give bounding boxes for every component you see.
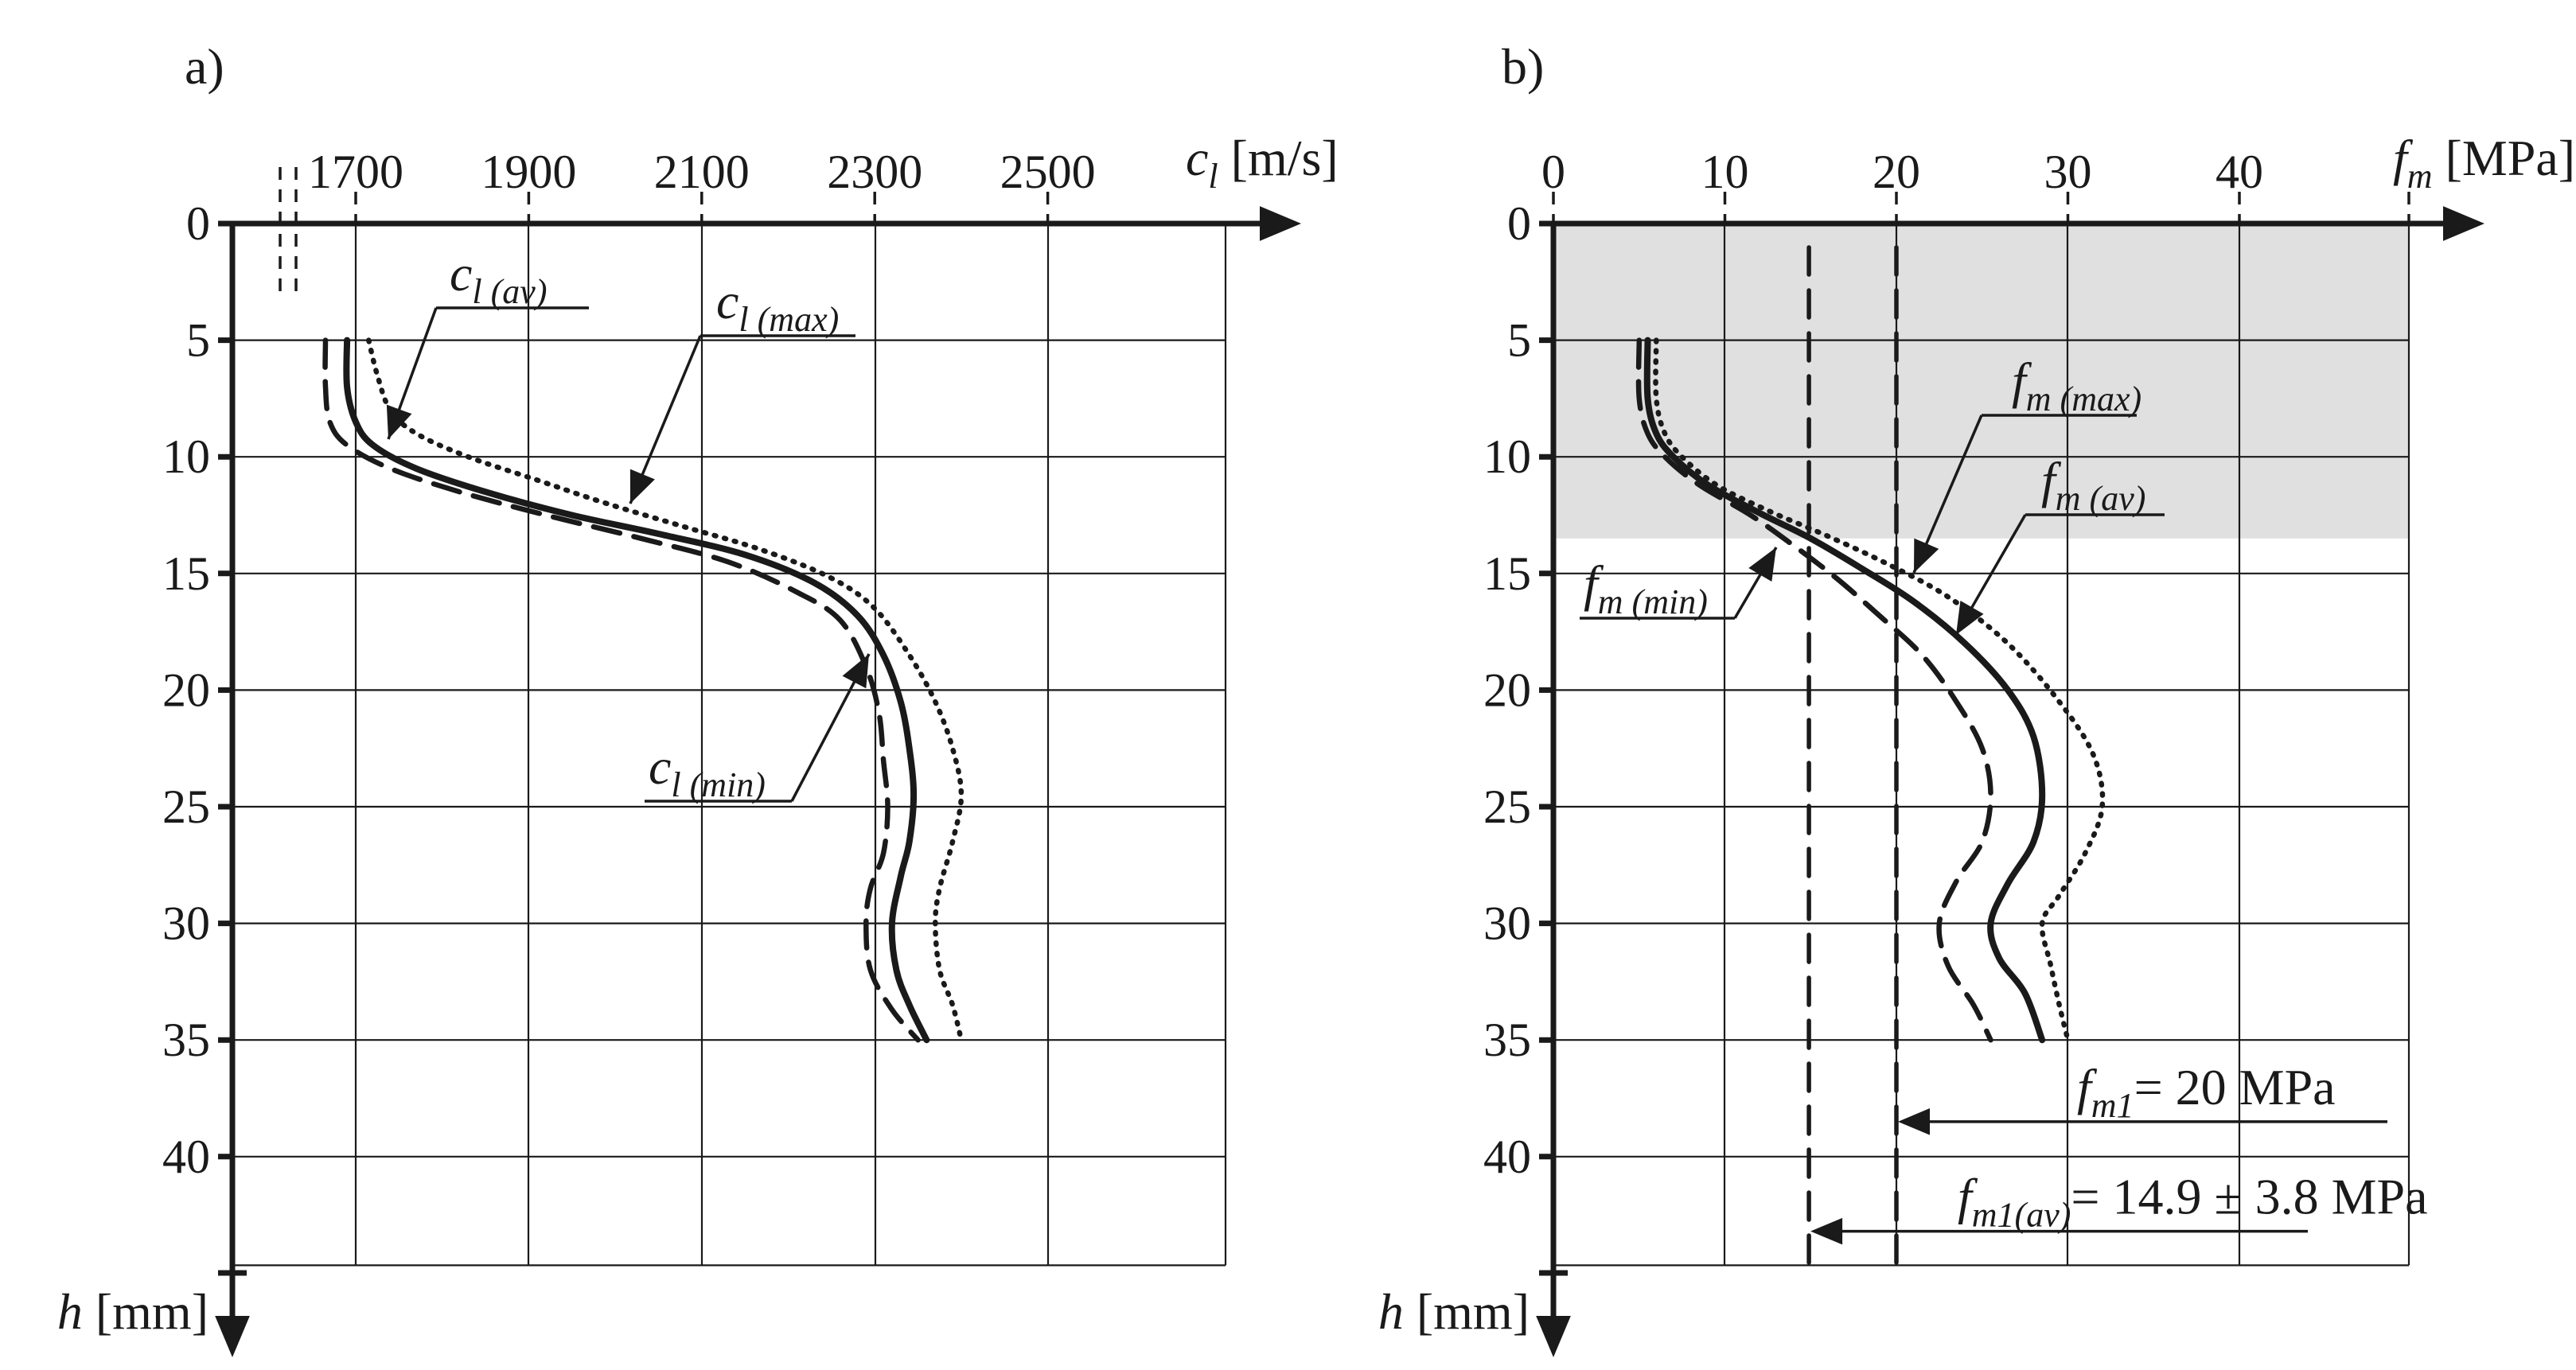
y-tick-label: 25 xyxy=(162,780,210,833)
x-axis-title: fm [MPa] xyxy=(2393,130,2575,196)
x-tick-label: 1700 xyxy=(308,146,403,198)
x-tick-label: 2100 xyxy=(654,146,750,198)
series-line-solid xyxy=(1643,337,2046,1044)
x-tick-label: 0 xyxy=(1541,146,1565,198)
y-axis-arrow xyxy=(215,1316,250,1357)
panel-b-label: b) xyxy=(1502,38,1544,95)
x-axis-arrow xyxy=(1260,206,1301,241)
y-tick-label: 20 xyxy=(162,664,210,716)
y-tick-label: 10 xyxy=(162,430,210,483)
x-tick-label: 10 xyxy=(1701,146,1749,198)
series-label-fmin: fm (min) xyxy=(1584,555,1708,621)
series-leader-max-head xyxy=(629,469,655,504)
curve-layer xyxy=(322,337,2106,1044)
x-tick-label: 30 xyxy=(2044,146,2092,198)
series-leader-fmin-head xyxy=(1748,547,1776,582)
panel-a-label: a) xyxy=(185,38,224,95)
reference-label: fm1(av)= 14.9 ± 3.8 MPa xyxy=(1958,1169,2428,1235)
y-tick-label: 10 xyxy=(1483,430,1531,483)
x-axis-title: cl [m/s] xyxy=(1186,130,1339,196)
y-tick-label: 40 xyxy=(1483,1131,1531,1183)
x-tick-label: 1900 xyxy=(481,146,576,198)
series-line-solid xyxy=(343,337,930,1044)
series-line-dashed xyxy=(1635,337,1993,1043)
y-tick-label: 5 xyxy=(186,314,210,367)
y-tick-label: 20 xyxy=(1483,664,1531,716)
y-tick-label: 30 xyxy=(1483,897,1531,950)
x-tick-label: 2300 xyxy=(827,146,922,198)
shade-layer xyxy=(1553,224,2409,539)
series-label-min: cl (min) xyxy=(649,738,766,804)
y-axis-title: h [mm] xyxy=(57,1283,208,1340)
series-label-max: cl (max) xyxy=(716,273,839,339)
leader-layer xyxy=(386,306,2387,1245)
y-tick-label: 40 xyxy=(162,1131,210,1183)
series-line-dotted xyxy=(1653,337,2106,1043)
axes-layer xyxy=(215,167,2484,1357)
y-tick-label: 35 xyxy=(1483,1014,1531,1066)
x-axis-arrow xyxy=(2443,206,2484,241)
x-tick-label: 2500 xyxy=(1000,146,1096,198)
reference-arrow xyxy=(1810,1217,1843,1245)
series-leader-av-head xyxy=(386,404,412,439)
y-tick-label: 30 xyxy=(162,897,210,950)
series-label-av: cl (av) xyxy=(450,245,547,311)
series-label-fmax: fm (max) xyxy=(2012,352,2141,418)
y-tick-label: 5 xyxy=(1507,314,1531,367)
reference-arrow xyxy=(1898,1108,1930,1135)
x-tick-label: 40 xyxy=(2216,146,2263,198)
y-axis-arrow xyxy=(1536,1316,1571,1357)
x-tick-label: 20 xyxy=(1873,146,1920,198)
y-tick-label: 15 xyxy=(162,547,210,600)
series-leader-fav-head xyxy=(1956,600,1984,635)
y-tick-label: 35 xyxy=(162,1014,210,1066)
series-line-dotted xyxy=(366,337,965,1043)
y-tick-label: 0 xyxy=(1507,197,1531,250)
y-axis-title: h [mm] xyxy=(1378,1283,1530,1340)
series-leader-min-head xyxy=(842,654,869,689)
shaded-region xyxy=(1553,224,2409,539)
y-tick-label: 25 xyxy=(1483,780,1531,833)
series-line-dashed xyxy=(322,337,921,1043)
y-tick-label: 15 xyxy=(1483,547,1531,600)
reference-label: fm1= 20 MPa xyxy=(2077,1059,2336,1125)
y-tick-label: 0 xyxy=(186,197,210,250)
text-layer: a) b) 1700 1900 2100 2300 250005101520253035… xyxy=(57,38,2575,1340)
series-leader-fmax-head xyxy=(1914,538,1939,573)
